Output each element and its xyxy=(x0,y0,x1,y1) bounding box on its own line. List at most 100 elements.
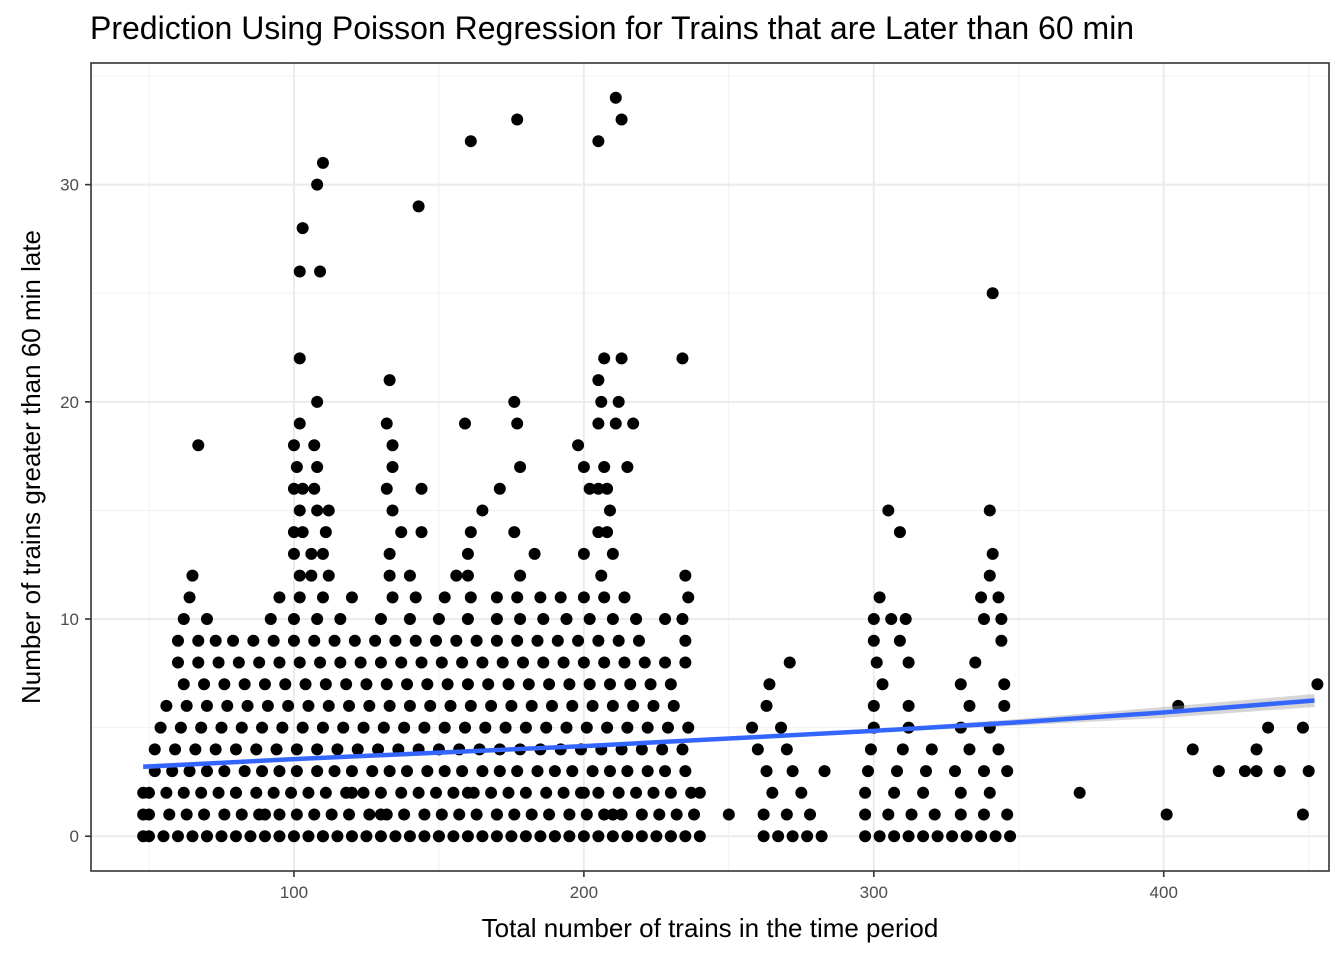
chart-title: Prediction Using Poisson Regression for … xyxy=(90,10,1135,46)
data-point xyxy=(563,678,576,691)
data-point xyxy=(337,721,350,734)
data-point xyxy=(621,830,634,843)
data-point xyxy=(409,634,422,647)
data-point xyxy=(917,786,930,799)
data-point xyxy=(757,808,770,821)
data-point xyxy=(766,786,779,799)
data-point xyxy=(667,699,680,712)
data-point xyxy=(864,743,877,756)
data-point xyxy=(476,504,489,517)
data-point xyxy=(360,678,373,691)
data-point xyxy=(377,721,390,734)
data-point xyxy=(679,765,692,778)
data-point xyxy=(661,721,674,734)
data-point xyxy=(580,721,593,734)
data-point xyxy=(948,765,961,778)
data-point xyxy=(873,830,886,843)
data-point xyxy=(258,830,271,843)
data-point xyxy=(430,634,443,647)
y-tick-label: 0 xyxy=(70,827,79,846)
data-point xyxy=(345,591,358,604)
data-point xyxy=(722,808,735,821)
data-point xyxy=(186,569,199,582)
data-point xyxy=(896,743,909,756)
data-point xyxy=(430,786,443,799)
data-point xyxy=(403,830,416,843)
data-point xyxy=(760,765,773,778)
data-point xyxy=(343,699,356,712)
data-point xyxy=(212,786,225,799)
data-point xyxy=(621,721,634,734)
data-point xyxy=(490,634,503,647)
data-point xyxy=(331,743,344,756)
data-point xyxy=(566,699,579,712)
data-point xyxy=(360,830,373,843)
data-point xyxy=(577,656,590,669)
data-point xyxy=(598,591,611,604)
data-point xyxy=(514,569,527,582)
data-point xyxy=(493,765,506,778)
data-point xyxy=(818,765,831,778)
data-point xyxy=(859,830,872,843)
axes: 100 200 300 400 0 10 20 30 xyxy=(60,176,1178,902)
data-point xyxy=(285,786,298,799)
data-point xyxy=(859,808,872,821)
data-point xyxy=(273,765,286,778)
data-point xyxy=(577,591,590,604)
data-point xyxy=(386,504,399,517)
data-point xyxy=(270,743,283,756)
data-point xyxy=(560,721,573,734)
data-point xyxy=(218,808,231,821)
data-point xyxy=(682,591,695,604)
data-point xyxy=(647,786,660,799)
data-point xyxy=(977,613,990,626)
data-point xyxy=(273,808,286,821)
data-point xyxy=(166,765,179,778)
data-point xyxy=(464,526,477,539)
data-point xyxy=(386,591,399,604)
data-point xyxy=(557,786,570,799)
data-point xyxy=(215,830,228,843)
data-point xyxy=(641,721,654,734)
data-point xyxy=(873,591,886,604)
data-point xyxy=(601,482,614,495)
data-point xyxy=(511,634,524,647)
data-point xyxy=(612,634,625,647)
data-point xyxy=(659,613,672,626)
data-point xyxy=(595,569,608,582)
data-point xyxy=(522,678,535,691)
data-point xyxy=(635,743,648,756)
data-point xyxy=(664,786,677,799)
data-point xyxy=(485,699,498,712)
data-point xyxy=(998,699,1011,712)
data-point xyxy=(1273,765,1286,778)
data-point xyxy=(314,656,327,669)
data-point xyxy=(290,765,303,778)
data-point xyxy=(215,721,228,734)
data-point xyxy=(322,699,335,712)
data-point xyxy=(511,113,524,126)
data-point xyxy=(311,178,324,191)
data-point xyxy=(189,743,202,756)
data-point xyxy=(357,721,370,734)
data-point xyxy=(311,765,324,778)
data-point xyxy=(537,613,550,626)
data-point xyxy=(917,830,930,843)
data-point xyxy=(963,743,976,756)
data-point xyxy=(476,656,489,669)
fit-line xyxy=(143,698,1315,769)
data-point xyxy=(606,830,619,843)
data-point xyxy=(615,113,628,126)
data-point xyxy=(476,765,489,778)
data-point xyxy=(308,482,321,495)
data-point xyxy=(444,699,457,712)
data-point xyxy=(659,656,672,669)
data-point xyxy=(508,808,521,821)
data-point xyxy=(198,678,211,691)
data-point xyxy=(609,417,622,430)
data-point xyxy=(540,721,553,734)
data-point xyxy=(311,504,324,517)
data-point xyxy=(290,461,303,473)
data-point xyxy=(598,808,611,821)
data-point xyxy=(273,591,286,604)
